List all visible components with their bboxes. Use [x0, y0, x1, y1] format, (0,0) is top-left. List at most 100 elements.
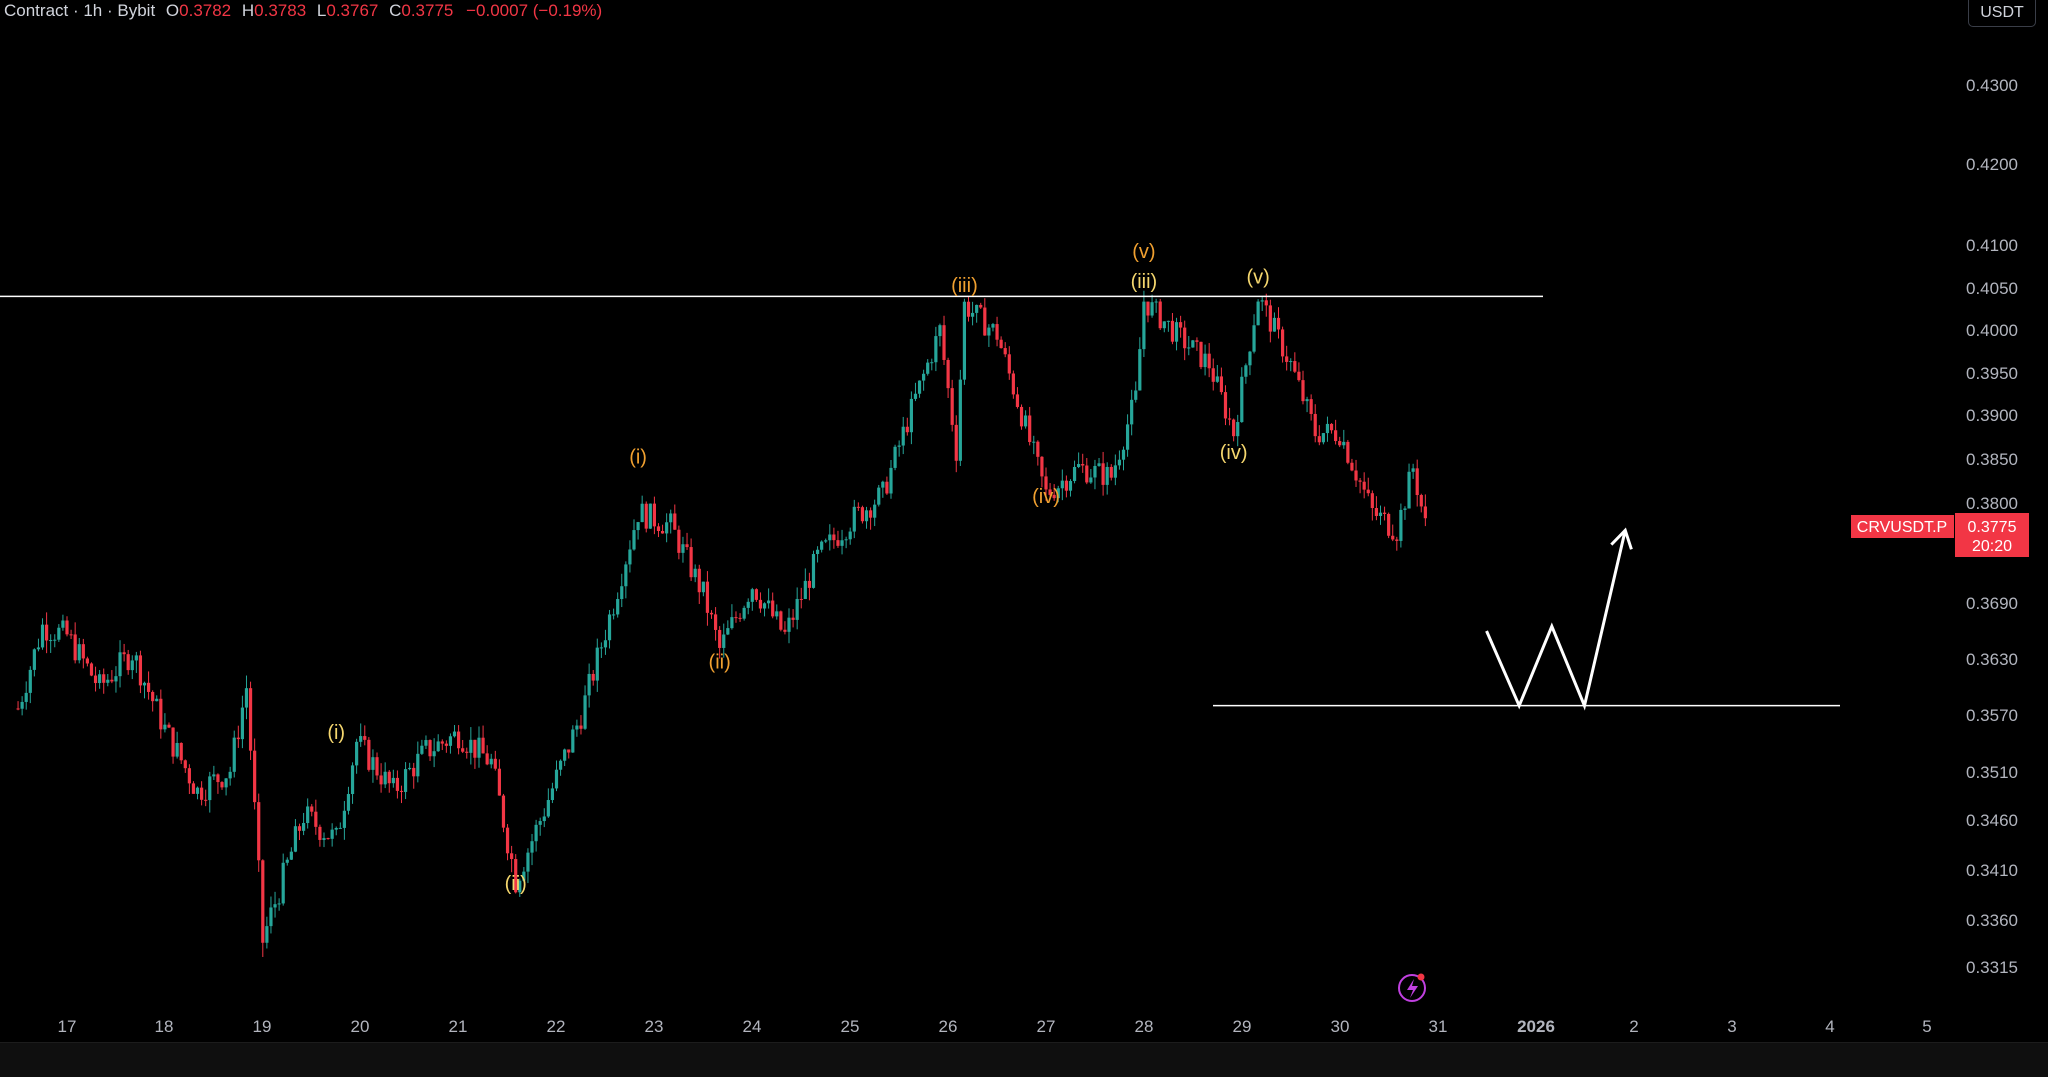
price-tag-value: 0.3775: [1968, 519, 2017, 536]
candlestick-series: [16, 290, 1427, 957]
candle-body: [665, 522, 669, 534]
candle-body: [726, 628, 730, 635]
candle-body: [1154, 301, 1158, 303]
candle-body: [750, 589, 754, 602]
time-tick-label: 20: [351, 1017, 370, 1036]
price-axis[interactable]: 0.4300 0.4200 0.4100 0.4050 0.4000 0.3950 0.39…: [1966, 76, 2018, 977]
wave-label: (iv): [1032, 486, 1060, 508]
candle-body: [950, 388, 954, 425]
symbol-legend: Contract · 1h · Bybit O0.3782 H0.3783 L0…: [4, 0, 602, 22]
candle-body: [126, 654, 130, 671]
time-tick-label: 24: [743, 1017, 762, 1036]
candle-body: [285, 859, 289, 863]
wave-label: (i): [629, 446, 647, 468]
candle-body: [32, 649, 36, 670]
candle-body: [820, 541, 824, 550]
candle-body: [159, 698, 163, 730]
candle-body: [261, 860, 265, 943]
candle-body: [20, 701, 24, 709]
candle-body: [379, 775, 383, 785]
candle-body: [1285, 356, 1289, 362]
candle-body: [1207, 353, 1211, 369]
candle-body: [877, 487, 881, 505]
candle-body: [787, 617, 791, 632]
candle-body: [1138, 349, 1142, 391]
currency-unit-button[interactable]: USDT: [1968, 0, 2036, 27]
candle-body: [465, 751, 469, 753]
candle-body: [1236, 422, 1240, 437]
close-key: C: [389, 1, 402, 20]
candle-body: [277, 903, 281, 905]
price-tick-label: 0.4050: [1966, 279, 2018, 298]
price-tick-label: 0.3360: [1966, 911, 2018, 930]
candle-body: [1325, 423, 1330, 434]
candle-body: [922, 373, 926, 381]
candle-body: [1403, 508, 1407, 510]
candle-body: [24, 692, 28, 702]
candle-body: [1399, 509, 1403, 541]
time-tick-label: 22: [547, 1017, 566, 1036]
lightning-icon[interactable]: [1398, 973, 1426, 1002]
candle-body: [81, 644, 85, 659]
candle-body: [995, 324, 999, 340]
candle-body: [301, 823, 306, 831]
candle-body: [375, 757, 379, 776]
candle-body: [204, 799, 208, 801]
candle-body: [542, 816, 546, 822]
candle-body: [824, 540, 828, 542]
candle-body: [575, 725, 579, 730]
candle-body: [946, 359, 950, 389]
candle-body: [330, 829, 334, 839]
candle-body: [975, 304, 979, 313]
last-price-tag: CRVUSDT.P 0.3775 20:20: [1851, 513, 2029, 557]
candle-body: [155, 698, 159, 702]
candle-body: [1395, 539, 1399, 541]
candle-body: [689, 547, 693, 578]
candle-body: [1174, 322, 1179, 342]
time-tick-label: 3: [1727, 1017, 1736, 1036]
candle-body: [852, 506, 856, 532]
candle-body: [909, 398, 913, 433]
symbol-label[interactable]: Contract · 1h · Bybit: [4, 1, 156, 20]
candle-body: [65, 620, 69, 635]
candle-body: [587, 673, 591, 696]
candle-body: [934, 336, 938, 363]
candle-body: [163, 724, 167, 730]
candle-body: [1362, 481, 1366, 490]
candle-body: [1048, 489, 1052, 495]
candle-body: [195, 787, 200, 794]
candle-body: [1297, 371, 1301, 381]
time-tick-label: 28: [1135, 1017, 1154, 1036]
candle-body: [244, 688, 249, 708]
candle-body: [734, 617, 738, 619]
change-value: −0.0007 (−0.19%): [466, 1, 603, 20]
time-tick-label: 18: [155, 1017, 174, 1036]
candle-body: [746, 601, 750, 608]
candle-body: [620, 586, 624, 600]
candle-body: [461, 748, 465, 752]
candle-body: [1342, 441, 1346, 446]
candle-body: [1227, 418, 1232, 420]
candle-body: [1411, 468, 1415, 472]
time-axis[interactable]: 17 18 19 20 21 22 23 24 25 26 27 28 29 30 31 2026 2 3 4 5: [58, 1017, 1932, 1036]
candle-body: [40, 624, 45, 648]
candle-body: [579, 725, 583, 729]
candle-body: [1195, 340, 1199, 342]
candle-body: [550, 788, 555, 801]
wave-labels: (i) (ii) (i) (ii) (iii) (iv) (v) (iii) (v) (iv): [327, 241, 1269, 895]
candle-body: [367, 739, 371, 770]
wave-label: (v): [1246, 267, 1269, 289]
candle-body: [1011, 373, 1015, 395]
candle-body: [248, 688, 253, 751]
candle-body: [530, 841, 534, 853]
candle-body: [342, 810, 346, 828]
candle-body: [966, 301, 971, 317]
candle-body: [1366, 489, 1370, 494]
candle-body: [1019, 406, 1024, 427]
price-tag-countdown: 20:20: [1972, 538, 2012, 555]
candle-body: [795, 598, 799, 620]
candle-body: [1170, 320, 1175, 342]
candle-body: [49, 640, 53, 642]
price-tick-label: 0.4000: [1966, 321, 2018, 340]
